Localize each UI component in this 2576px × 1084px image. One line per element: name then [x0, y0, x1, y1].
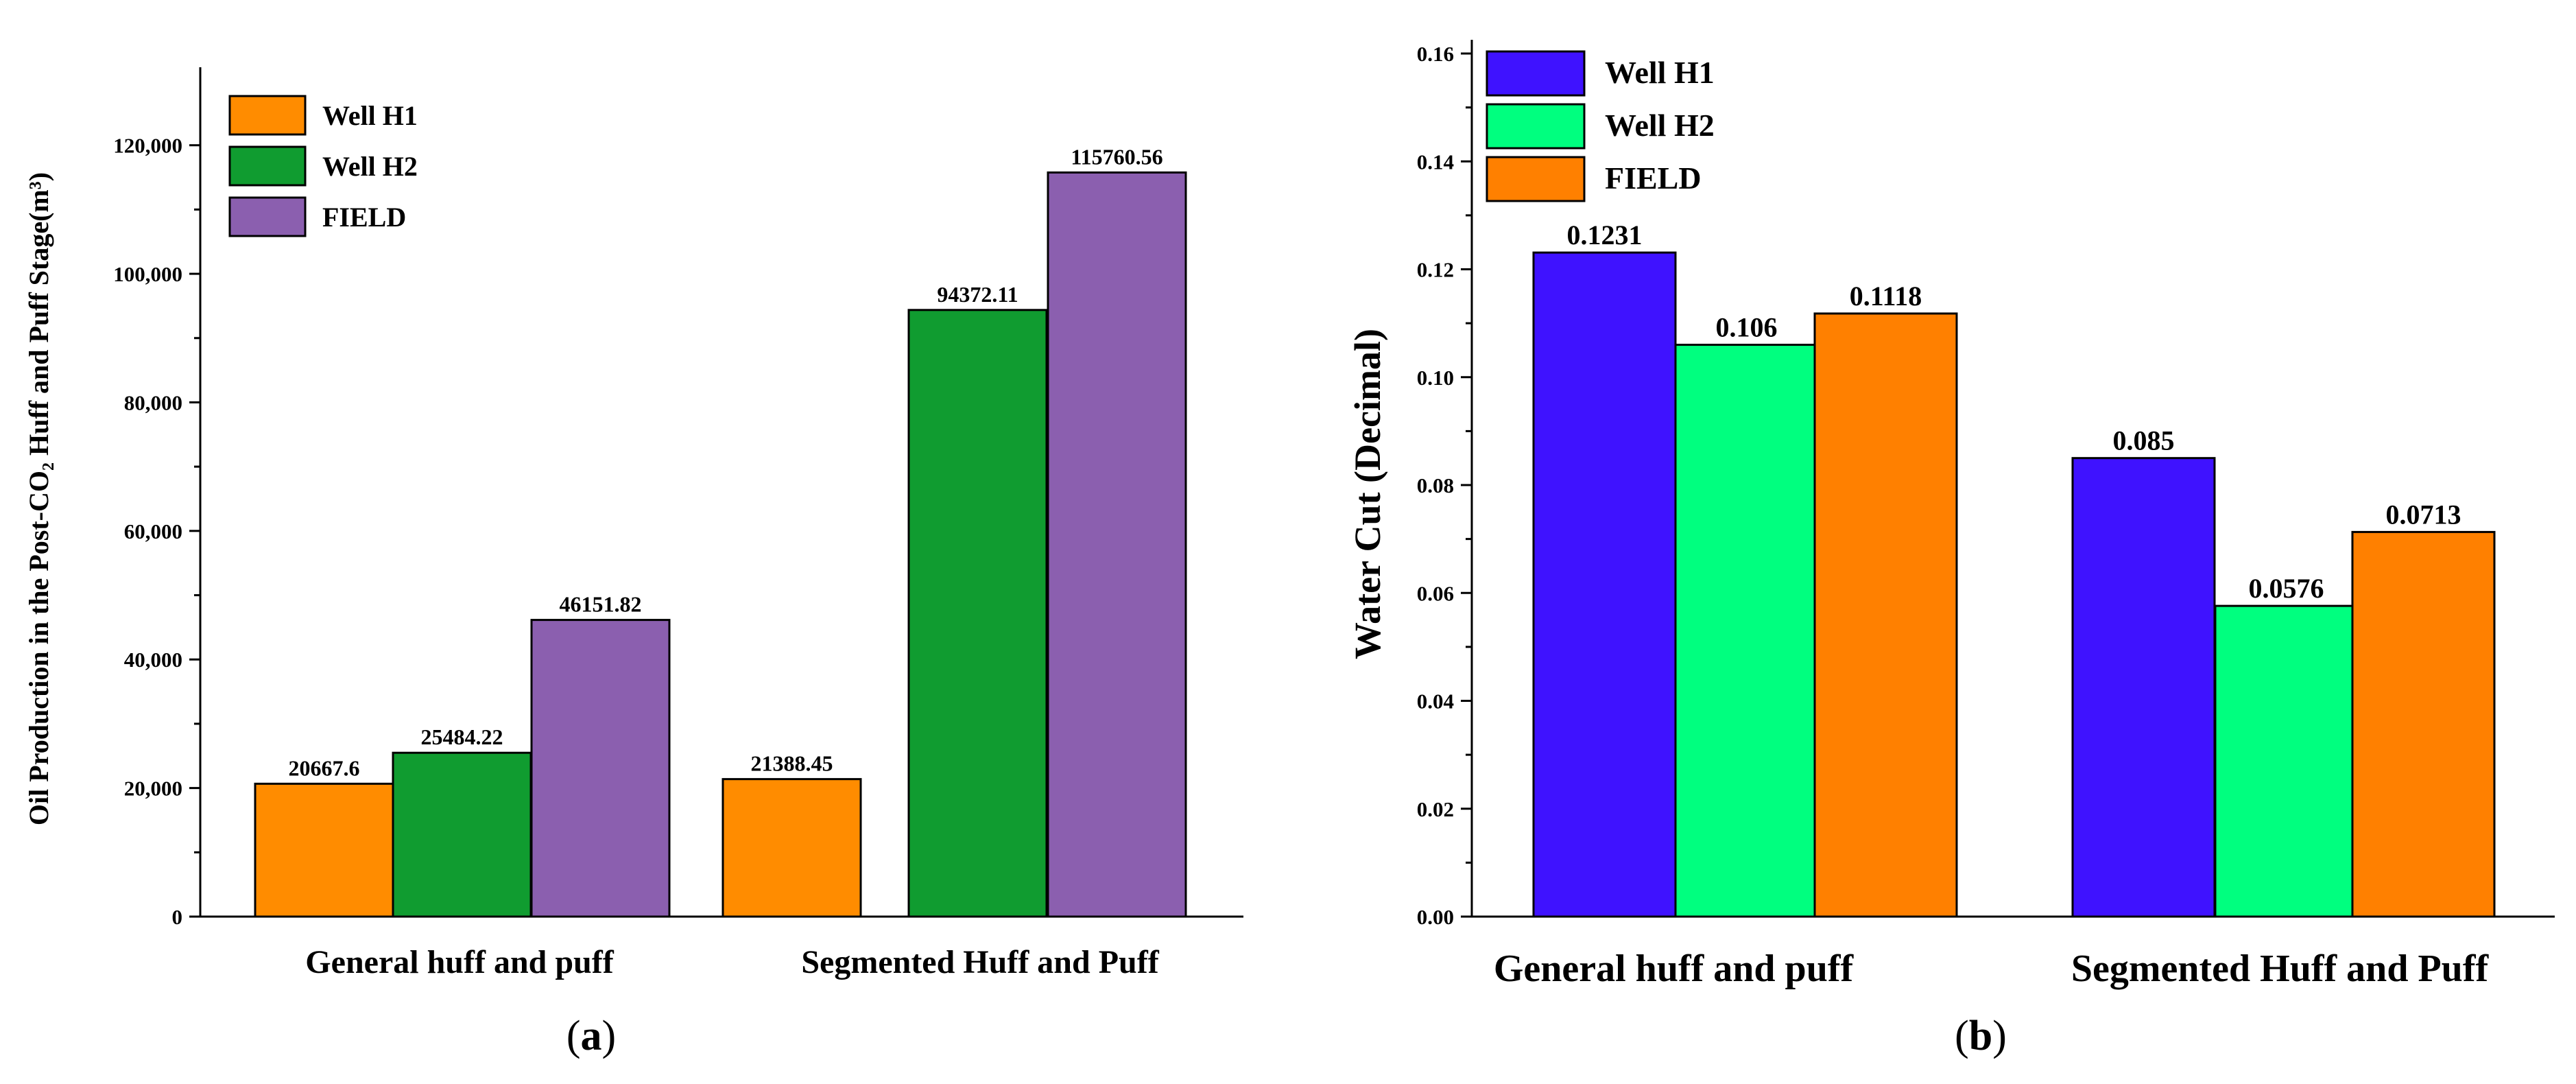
y-tick-label: 0.12: [1417, 258, 1454, 282]
bar-a-field-cat2: [1047, 171, 1187, 918]
data-label: 21388.45: [751, 751, 833, 776]
y-tick-label: 60,000: [124, 519, 182, 543]
legend-label: FIELD: [322, 202, 406, 233]
legend-label: Well H2: [1605, 108, 1715, 143]
data-label: 25484.22: [421, 724, 503, 749]
y-tick-label: 80,000: [124, 390, 182, 414]
chart-panel-a: 20667.6 25484.22 46151.82 21388.45 94372.11 1…: [23, 67, 1243, 1059]
legend-swatch: [1486, 50, 1586, 97]
data-label: 0.085: [2113, 425, 2175, 456]
bar-b-well-h1-cat1: [1532, 251, 1677, 918]
y-tick-label: 0: [172, 905, 183, 929]
x-category-label: Segmented Huff and Puff: [801, 944, 1159, 980]
panel-label: (a): [567, 1013, 616, 1059]
data-label: 20667.6: [289, 755, 360, 780]
data-label: 0.0713: [2386, 499, 2461, 530]
panel-label: (b): [1955, 1013, 2007, 1059]
chart-panel-b: 0.1231 0.106 0.1118 0.085 0.0576 0.0713 0.00 0.…: [1347, 40, 2555, 1059]
bar-b-well-h2-cat1: [1674, 344, 1819, 918]
data-label: 0.1231: [1567, 220, 1643, 250]
legend-swatch: [1486, 156, 1586, 202]
y-tick-label: 40,000: [124, 648, 182, 672]
legend-swatch: [1486, 103, 1586, 150]
data-label: 94372.11: [937, 282, 1018, 307]
y-tick-label: 0.10: [1417, 366, 1454, 390]
data-label: 0.1118: [1850, 281, 1922, 311]
y-axis-title: Oil Production in the Post-CO₂ Huff and …: [23, 172, 54, 825]
legend-label: FIELD: [1605, 161, 1702, 196]
y-tick-label: 0.06: [1417, 581, 1454, 605]
legend-label: Well H2: [322, 151, 418, 182]
bar-a-well-h2-cat2: [907, 309, 1048, 918]
y-tick-label: 0.16: [1417, 42, 1454, 66]
y-tick-label: 0.08: [1417, 473, 1454, 497]
y-tick-label: 100,000: [113, 262, 182, 286]
data-label: 115760.56: [1071, 144, 1162, 169]
bar-b-well-h2-cat2: [2214, 604, 2359, 918]
bar-b-field-cat1: [1813, 312, 1958, 918]
legend-label: Well H1: [1605, 55, 1715, 90]
x-category-label: General huff and puff: [305, 944, 614, 980]
data-label: 46151.82: [560, 592, 642, 617]
legend-swatch: [228, 145, 307, 187]
bar-a-well-h1-cat2: [721, 778, 862, 918]
data-label: 0.106: [1716, 312, 1778, 343]
y-tick-label: 0.02: [1417, 797, 1454, 821]
bar-a-well-h1-cat1: [254, 782, 394, 918]
bar-b-well-h1-cat2: [2071, 457, 2216, 918]
legend-swatch: [228, 95, 307, 136]
y-tick-label: 120,000: [113, 134, 182, 158]
legend-swatch: [228, 196, 307, 237]
bar-b-field-cat2: [2351, 530, 2496, 918]
x-category-label: General huff and puff: [1494, 947, 1855, 990]
y-tick-label: 0.04: [1417, 690, 1454, 714]
y-tick-label: 0.14: [1417, 150, 1454, 174]
x-category-label: Segmented Huff and Puff: [2071, 947, 2490, 990]
y-tick-label: 20,000: [124, 777, 182, 801]
bar-a-well-h2-cat1: [392, 751, 532, 918]
y-tick-label: 0.00: [1417, 905, 1454, 929]
legend-label: Well H1: [322, 100, 418, 131]
y-axis-title: Water Cut (Decimal): [1347, 329, 1388, 659]
bar-a-field-cat1: [530, 619, 671, 918]
data-label: 0.0576: [2249, 573, 2324, 604]
